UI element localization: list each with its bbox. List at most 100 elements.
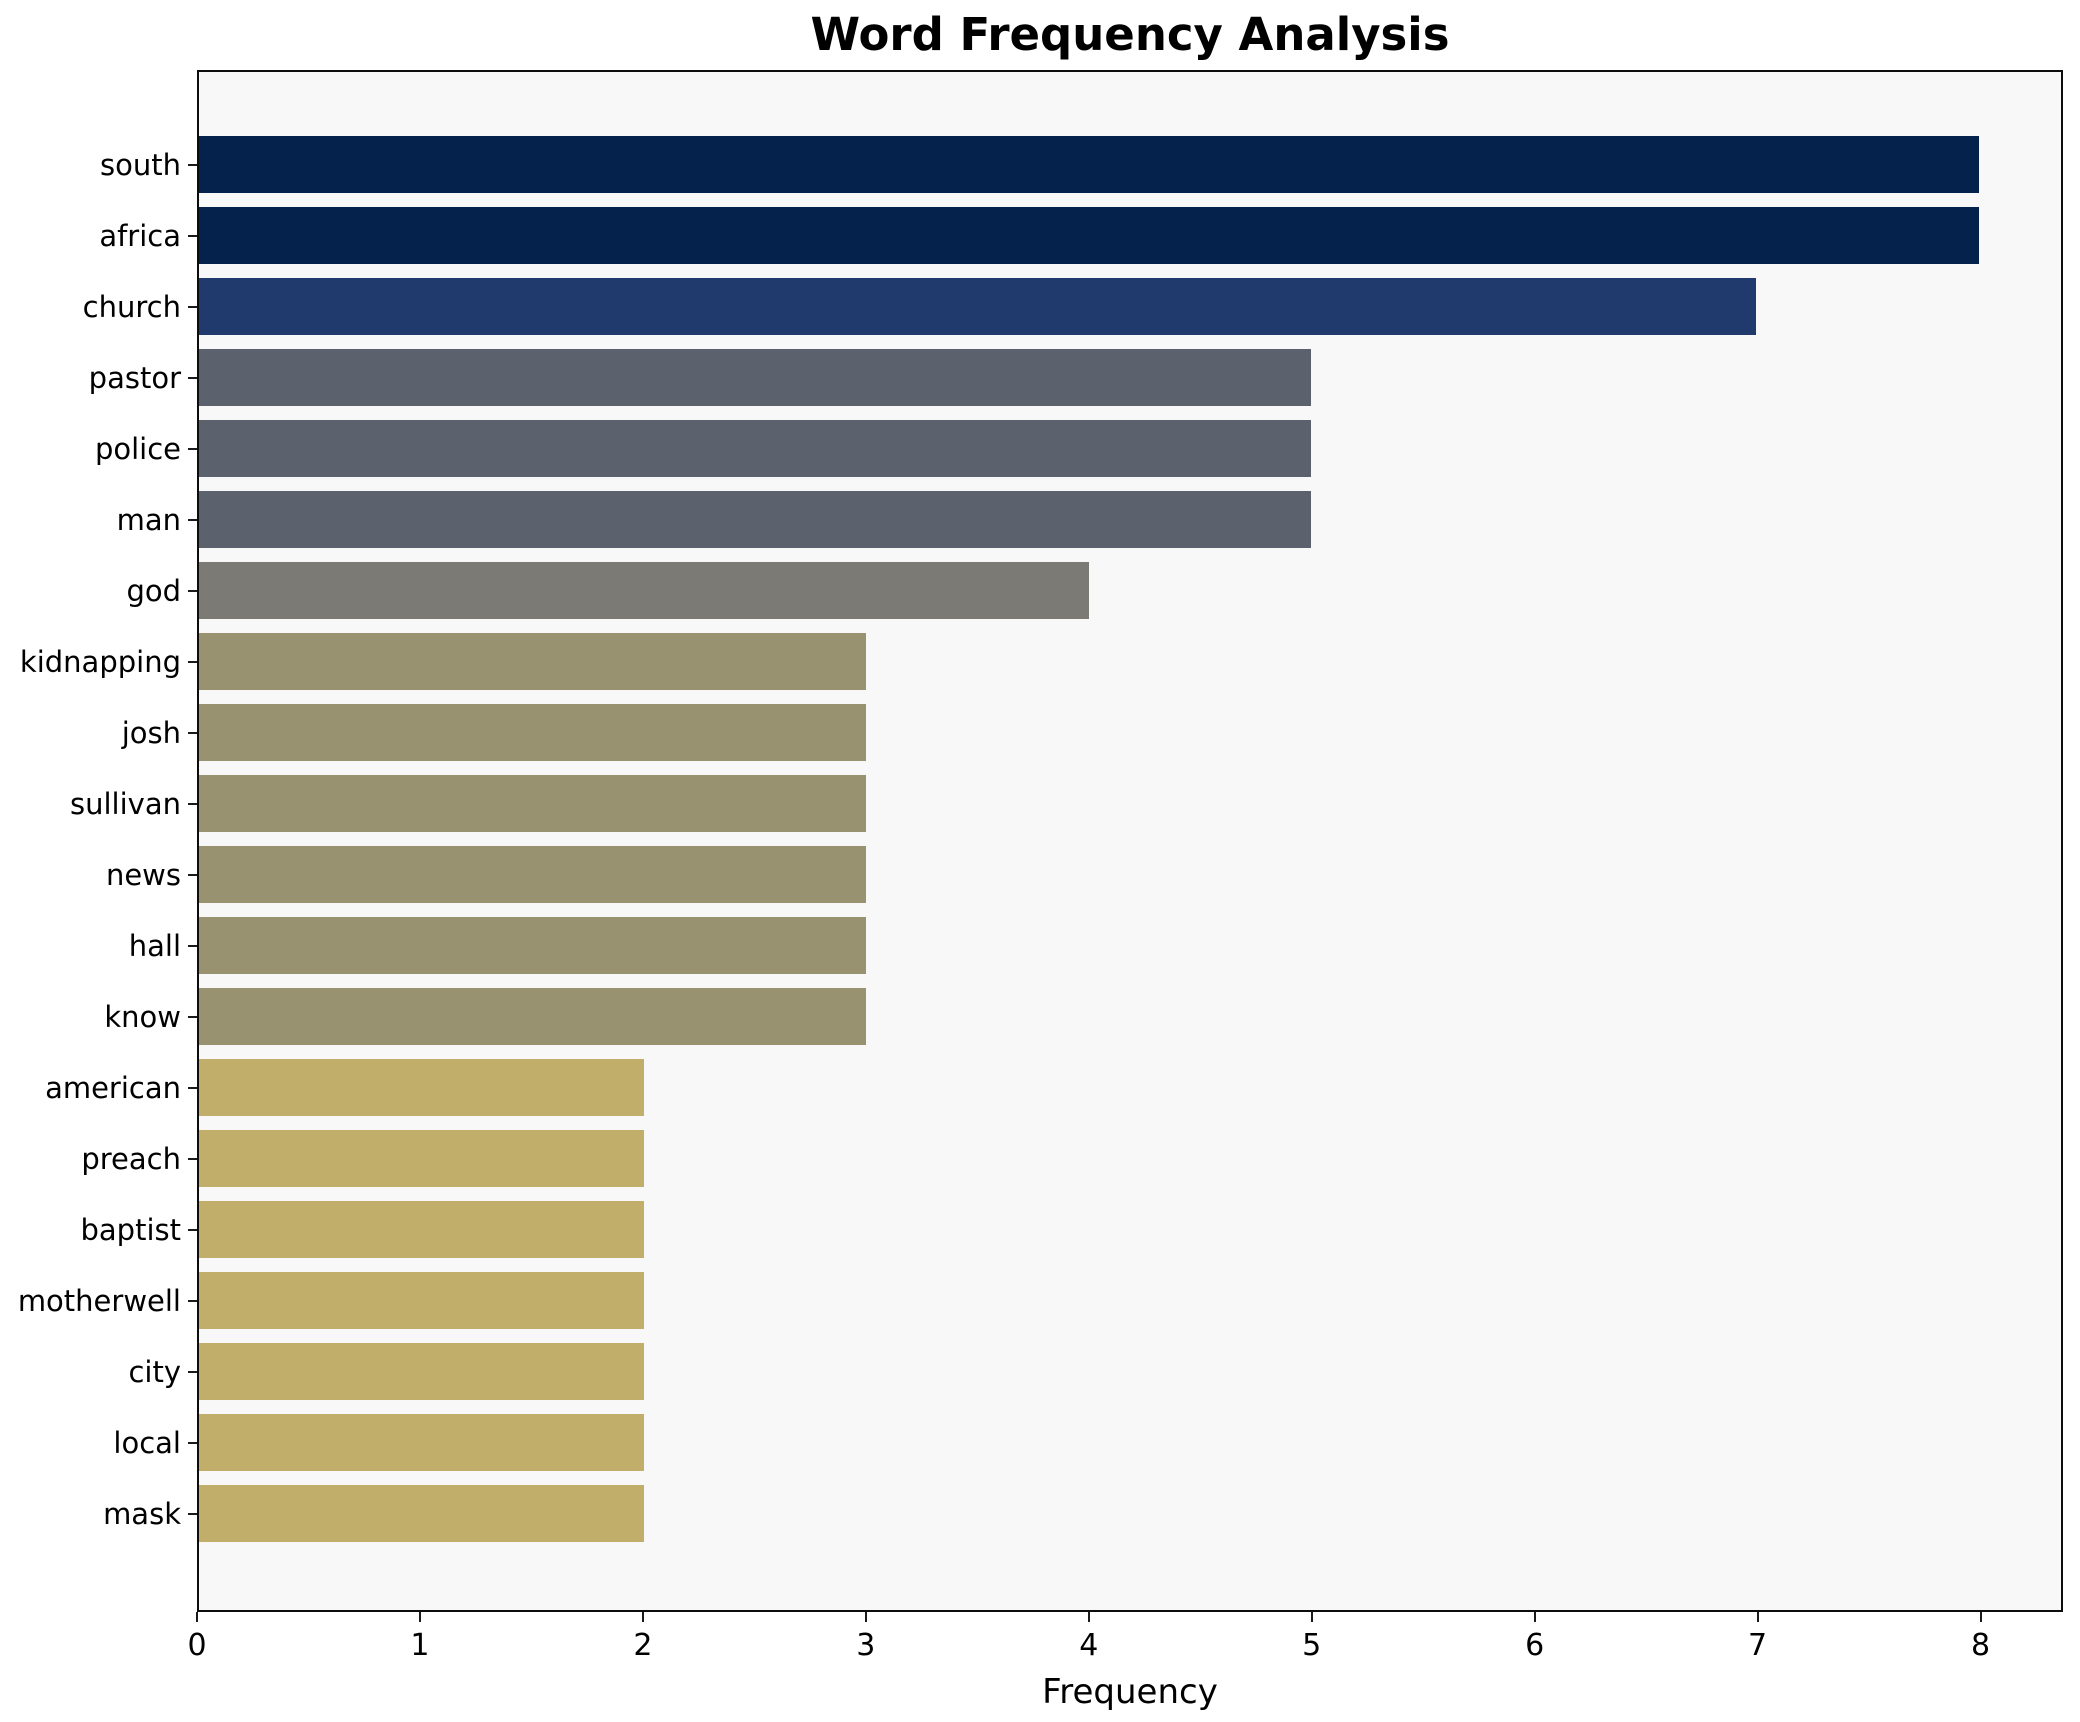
bar-hall [199, 917, 867, 974]
bar-mask [199, 1485, 644, 1542]
y-tick-label: church [82, 289, 181, 324]
x-tick-label: 7 [1748, 1628, 1768, 1663]
x-tick-label: 6 [1525, 1628, 1545, 1663]
y-tick-row-american: american [0, 1059, 197, 1116]
bar-local [199, 1414, 644, 1471]
bar-police [199, 420, 1312, 477]
bar-row-police [199, 420, 2061, 477]
bar-church [199, 278, 1757, 335]
bar-row-sullivan [199, 775, 2061, 832]
bar-city [199, 1343, 644, 1400]
y-tick-label: city [128, 1354, 181, 1389]
y-tick-row-police: police [0, 420, 197, 477]
y-tick-row-africa: africa [0, 207, 197, 264]
x-tick-label: 8 [1970, 1628, 1991, 1663]
bar-news [199, 846, 867, 903]
bar-kidnapping [199, 633, 867, 690]
bar-row-kidnapping [199, 633, 2061, 690]
bar-row-city [199, 1343, 2061, 1400]
y-tick-mark [188, 1370, 197, 1373]
y-tick-label: josh [121, 715, 181, 750]
bars-container [199, 72, 2061, 1610]
bar-row-pastor [199, 349, 2061, 406]
x-tick-label: 4 [1079, 1628, 1099, 1663]
x-tick-mark [1310, 1612, 1313, 1622]
bar-baptist [199, 1201, 644, 1258]
y-tick-label: american [45, 1070, 181, 1105]
bar-row-preach [199, 1130, 2061, 1187]
y-tick-mark [188, 589, 197, 592]
bar-row-local [199, 1414, 2061, 1471]
bar-row-church [199, 278, 2061, 335]
bar-row-south [199, 136, 2061, 193]
y-tick-row-preach: preach [0, 1130, 197, 1187]
y-tick-label: hall [128, 928, 181, 963]
y-tick-label: south [100, 147, 181, 182]
y-tick-mark [188, 163, 197, 166]
y-tick-row-pastor: pastor [0, 349, 197, 406]
y-tick-row-baptist: baptist [0, 1201, 197, 1258]
bar-row-africa [199, 207, 2061, 264]
bar-sullivan [199, 775, 867, 832]
y-tick-row-motherwell: motherwell [0, 1272, 197, 1329]
y-tick-row-sullivan: sullivan [0, 775, 197, 832]
y-tick-label: mask [103, 1496, 181, 1531]
bar-pastor [199, 349, 1312, 406]
y-tick-mark [188, 1086, 197, 1089]
y-tick-mark [188, 305, 197, 308]
bar-row-god [199, 562, 2061, 619]
y-tick-row-mask: mask [0, 1485, 197, 1542]
x-axis-title: Frequency [1042, 1672, 1218, 1712]
y-tick-label: man [116, 502, 181, 537]
bar-josh [199, 704, 867, 761]
bar-god [199, 562, 1089, 619]
y-tick-row-news: news [0, 846, 197, 903]
y-tick-mark [188, 376, 197, 379]
y-tick-mark [188, 944, 197, 947]
x-tick-mark [864, 1612, 867, 1622]
bar-preach [199, 1130, 644, 1187]
bar-africa [199, 207, 1979, 264]
x-tick-mark [196, 1612, 198, 1622]
y-tick-row-south: south [0, 136, 197, 193]
y-tick-mark [188, 1228, 197, 1231]
chart-title: Word Frequency Analysis [810, 8, 1450, 61]
plot-area [197, 70, 2063, 1612]
bar-row-mask [199, 1485, 2061, 1542]
y-tick-label: local [113, 1425, 181, 1460]
x-tick-mark [1533, 1612, 1536, 1622]
y-tick-label: baptist [80, 1212, 182, 1247]
x-tick-mark [1087, 1612, 1090, 1622]
bar-row-american [199, 1059, 2061, 1116]
y-tick-row-church: church [0, 278, 197, 335]
y-tick-mark [188, 518, 197, 521]
bar-row-baptist [199, 1201, 2061, 1258]
y-tick-label: police [94, 431, 181, 466]
bar-south [199, 136, 1979, 193]
x-tick-mark [1979, 1612, 1982, 1622]
x-tick-label: 1 [410, 1628, 430, 1663]
x-tick-label: 0 [187, 1628, 207, 1663]
y-tick-label: news [105, 857, 181, 892]
y-tick-mark [188, 660, 197, 663]
y-tick-row-man: man [0, 491, 197, 548]
x-tick-mark [1756, 1612, 1759, 1622]
x-tick-label: 5 [1302, 1628, 1322, 1663]
y-tick-label: africa [99, 218, 181, 253]
y-tick-mark [188, 1015, 197, 1018]
y-tick-label: motherwell [17, 1283, 181, 1318]
y-tick-label: know [104, 999, 181, 1034]
y-tick-mark [188, 802, 197, 805]
bar-man [199, 491, 1312, 548]
y-tick-label: sullivan [70, 786, 181, 821]
y-tick-mark [188, 1299, 197, 1302]
y-tick-mark [188, 1441, 197, 1444]
y-tick-label: pastor [88, 360, 181, 395]
x-tick-mark [418, 1612, 421, 1622]
bar-know [199, 988, 867, 1045]
y-tick-mark [188, 1157, 197, 1160]
y-tick-row-local: local [0, 1414, 197, 1471]
y-tick-row-god: god [0, 562, 197, 619]
x-tick-label: 3 [856, 1628, 876, 1663]
